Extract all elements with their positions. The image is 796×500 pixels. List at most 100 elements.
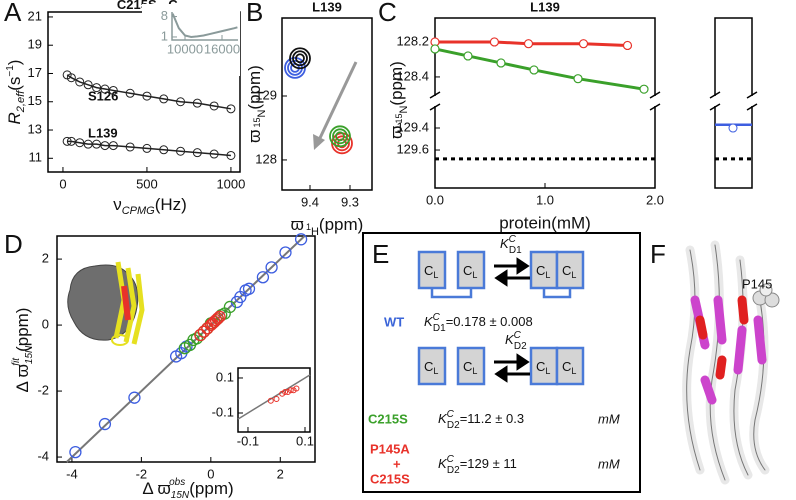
y-tick-label: -2 — [37, 383, 49, 398]
equation: KC D1=0.178 ± 0.008 — [424, 312, 533, 334]
series-line — [434, 47, 645, 91]
svg-text:CL: CL — [424, 263, 438, 280]
chart-title: L139 — [530, 0, 560, 14]
data-point — [213, 310, 226, 323]
data-point — [209, 313, 223, 327]
x-tick-label: 10000 — [167, 41, 203, 56]
data-point — [273, 395, 280, 402]
x-tick-label: 9.3 — [341, 194, 359, 209]
x-axis-label: νCPMG(Hz) — [113, 195, 187, 216]
x-tick-label: 1000 — [216, 176, 245, 191]
y-tick-label: -4 — [37, 448, 49, 463]
variant-label: C215S — [368, 411, 408, 426]
data-point — [226, 104, 236, 114]
x-axis-label: Δ ϖ15Nobs (ppm) — [142, 477, 233, 500]
svg-text:CL: CL — [562, 359, 576, 376]
data-point — [98, 417, 112, 431]
y-tick-label: 2 — [42, 251, 49, 266]
peak-contour — [292, 50, 308, 67]
shift-arrowhead — [313, 134, 325, 150]
series-label: S126 — [88, 88, 118, 103]
data-point — [209, 149, 219, 159]
x-tick-label: -0.1 — [237, 433, 259, 448]
panel-label: B — [246, 0, 263, 27]
svg-text:CL: CL — [463, 263, 477, 280]
data-point — [176, 146, 186, 156]
svg-text:CL: CL — [536, 263, 550, 280]
data-point — [142, 91, 152, 101]
plot-frame — [237, 367, 311, 433]
data-point — [496, 58, 506, 68]
data-point — [279, 246, 292, 259]
data-point — [75, 77, 85, 87]
y-tick-label: 0.1 — [216, 369, 234, 384]
y-tick-label: 1 — [161, 28, 168, 43]
data-point — [83, 80, 93, 90]
data-point — [489, 37, 499, 47]
x-tick-label: 16000 — [204, 41, 240, 56]
fit-line — [67, 140, 231, 157]
svg-text:CL: CL — [562, 263, 576, 280]
identity-line — [237, 374, 311, 420]
unit: mM — [598, 411, 620, 426]
data-point — [69, 445, 82, 459]
data-point — [463, 51, 473, 61]
x-tick-label: 0 — [207, 466, 214, 481]
unit: mM — [598, 456, 620, 471]
y-tick-label: 11 — [29, 150, 43, 165]
series-label: L139 — [88, 125, 118, 140]
protein-structure — [682, 240, 780, 485]
data-point — [142, 143, 152, 153]
y-tick-label: 129.6 — [396, 141, 429, 156]
variant-label: C215S — [370, 471, 410, 486]
data-point — [728, 123, 738, 133]
panel-label: A — [4, 0, 22, 27]
data-point — [197, 325, 211, 338]
variant-label: + — [393, 456, 401, 471]
svg-text:CL: CL — [463, 359, 477, 376]
y-tick-label: -0.1 — [212, 404, 234, 419]
peak-contour — [332, 128, 348, 145]
shift-arrow — [318, 61, 358, 139]
x-tick-label: 2.0 — [646, 192, 664, 207]
y-tick-label: 13 — [28, 121, 42, 136]
data-point — [267, 397, 274, 404]
data-point — [578, 39, 589, 49]
y-axis-label: R2,eff(s−1) — [5, 60, 27, 125]
y-tick-label: 8 — [161, 8, 168, 23]
y-tick-label: 128 — [255, 151, 277, 166]
peak-contour — [335, 131, 345, 142]
y-tick-label: 128.2 — [396, 33, 429, 48]
data-point — [194, 328, 207, 342]
inset-line — [171, 13, 238, 38]
data-point — [256, 271, 270, 284]
data-point — [62, 136, 72, 146]
peak-contour — [334, 135, 350, 152]
data-point — [294, 233, 308, 246]
y-tick-label: 21 — [28, 8, 42, 23]
plot-frame — [56, 235, 316, 463]
data-point — [128, 391, 141, 404]
y-tick-label: 0 — [42, 317, 49, 332]
x-tick-label: -2 — [136, 466, 148, 481]
svg-text:CL: CL — [424, 359, 438, 376]
data-point — [92, 139, 102, 149]
x-axis-label: protein(mM) — [499, 213, 591, 232]
protein-image — [67, 261, 145, 346]
residue-label: P145 — [742, 276, 772, 291]
data-point — [209, 101, 219, 111]
data-point — [226, 150, 236, 160]
y-tick-label: 15 — [28, 93, 42, 108]
data-point — [159, 94, 169, 104]
chart-title: L139 — [312, 0, 342, 14]
y-axis-label: Δ ϖ15Nfit(ppm) — [11, 308, 35, 393]
peak-contour — [295, 53, 305, 64]
data-point — [75, 138, 85, 148]
y-tick-label: 128.4 — [396, 68, 429, 83]
inset-axes — [171, 12, 238, 41]
axis-break — [649, 91, 661, 111]
data-point — [529, 65, 539, 75]
x-tick-label: 0.1 — [296, 433, 314, 448]
plot-frame — [281, 17, 373, 191]
